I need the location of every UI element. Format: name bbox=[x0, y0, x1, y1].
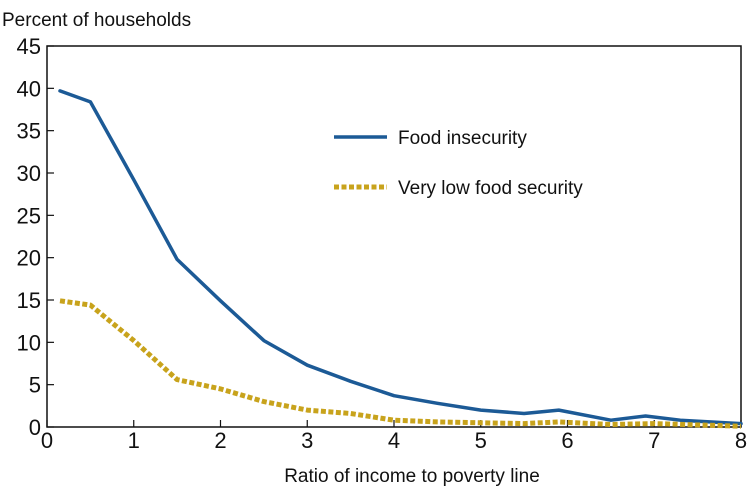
y-axis-title: Percent of households bbox=[2, 10, 191, 31]
y-tick-label: 30 bbox=[17, 161, 41, 186]
x-tick-label: 8 bbox=[735, 428, 747, 453]
y-tick-label: 0 bbox=[29, 415, 41, 440]
x-tick-label: 1 bbox=[128, 428, 140, 453]
series-line-1 bbox=[58, 89, 743, 426]
legend-label-2: Very low food security bbox=[398, 178, 583, 199]
y-tick-label: 25 bbox=[17, 203, 41, 228]
x-tick-label: 5 bbox=[475, 428, 487, 453]
series-layer bbox=[58, 89, 743, 429]
x-tick-label: 4 bbox=[388, 428, 400, 453]
plot-frame bbox=[46, 45, 742, 428]
series-line-2 bbox=[59, 298, 742, 429]
y-tick-label: 10 bbox=[17, 330, 41, 355]
y-tick-label: 15 bbox=[17, 288, 41, 313]
y-tick-label: 45 bbox=[17, 34, 41, 59]
x-tick-label: 0 bbox=[41, 428, 53, 453]
x-tick-label: 3 bbox=[301, 428, 313, 453]
x-tick-label: 2 bbox=[214, 428, 226, 453]
y-tick-label: 40 bbox=[17, 76, 41, 101]
x-tick-label: 7 bbox=[648, 428, 660, 453]
legend: Food insecurity Very low food security bbox=[334, 128, 583, 199]
y-tick-label: 35 bbox=[17, 119, 41, 144]
y-tick-label: 20 bbox=[17, 246, 41, 271]
x-axis-title: Ratio of income to poverty line bbox=[284, 466, 540, 487]
y-tick-label: 5 bbox=[29, 373, 41, 398]
legend-label-1: Food insecurity bbox=[398, 128, 527, 149]
x-tick-label: 6 bbox=[561, 428, 573, 453]
